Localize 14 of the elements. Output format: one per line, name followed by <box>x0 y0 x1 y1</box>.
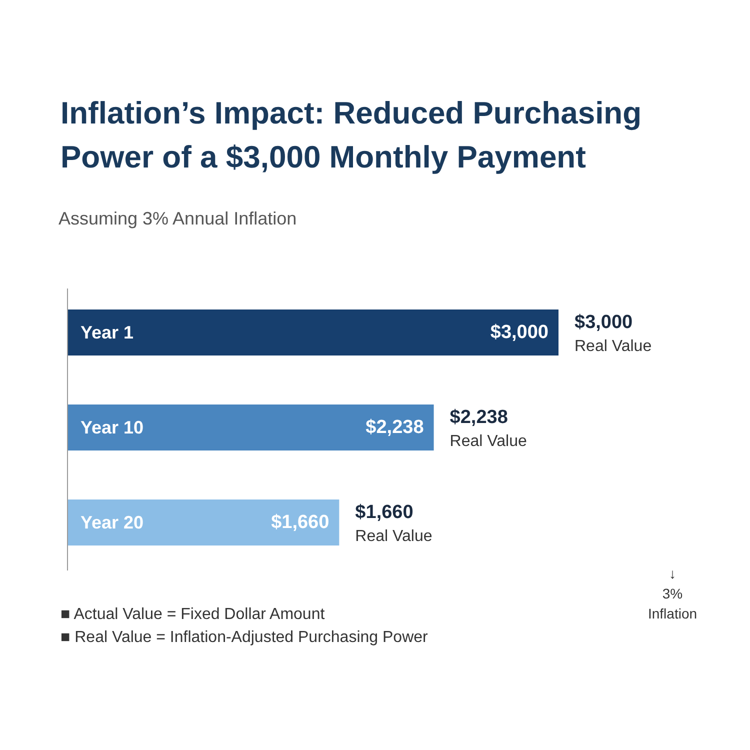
annotation: $2,238 Real Value <box>450 407 527 450</box>
y-tick-label: Year 10 <box>80 418 144 438</box>
annotation: $3,000 Real Value <box>574 312 652 355</box>
data-label: $1,660 <box>271 512 330 533</box>
text: ↓ 3% Inflation <box>648 566 698 622</box>
y-tick-label: Year 1 <box>80 322 134 342</box>
annotation: $1,660 Real Value <box>355 502 432 545</box>
text: ■ Actual Value = Fixed Dollar Amount <box>60 606 326 623</box>
text: ■ Real Value = Inflation-Adjusted Purchasing Power <box>60 629 429 646</box>
chart-subtitle: Assuming 3% Annual Inflation <box>58 208 297 228</box>
y-tick-label: Year 20 <box>80 512 144 532</box>
chart-title: Inflation’s Impact: Reduced Purchasing Power of a $3,000 Monthly Payment <box>60 96 642 174</box>
data-label: $2,238 <box>366 417 424 438</box>
data-label: $3,000 <box>490 322 549 343</box>
